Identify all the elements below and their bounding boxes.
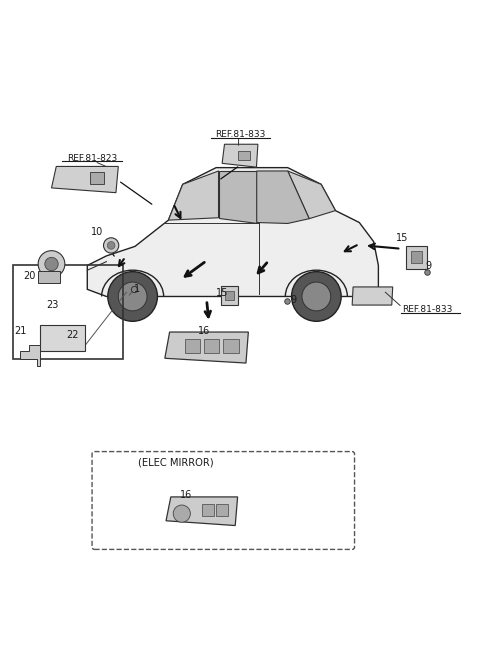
Circle shape bbox=[118, 282, 147, 311]
Text: 9: 9 bbox=[425, 261, 432, 271]
Circle shape bbox=[291, 272, 341, 322]
Polygon shape bbox=[166, 497, 238, 525]
Circle shape bbox=[38, 251, 65, 277]
Polygon shape bbox=[257, 171, 309, 223]
Bar bbox=[223, 339, 239, 353]
Bar bbox=[411, 251, 422, 263]
Text: REF.81-823: REF.81-823 bbox=[67, 153, 117, 162]
Polygon shape bbox=[38, 271, 60, 283]
Bar bbox=[225, 291, 234, 300]
Circle shape bbox=[108, 242, 115, 250]
Polygon shape bbox=[51, 166, 118, 193]
Polygon shape bbox=[87, 168, 378, 297]
Polygon shape bbox=[218, 171, 257, 223]
Bar bbox=[90, 172, 104, 184]
Bar bbox=[13, 265, 123, 358]
Bar bbox=[238, 151, 250, 160]
Text: 15: 15 bbox=[396, 233, 408, 243]
Polygon shape bbox=[288, 171, 336, 219]
Text: 1: 1 bbox=[134, 284, 141, 294]
Bar bbox=[204, 339, 219, 353]
Text: 16: 16 bbox=[180, 489, 192, 500]
Text: REF.81-833: REF.81-833 bbox=[402, 305, 453, 314]
Text: 20: 20 bbox=[23, 271, 35, 281]
Text: (ELEC MIRROR): (ELEC MIRROR) bbox=[138, 457, 214, 467]
Text: 10: 10 bbox=[91, 227, 103, 237]
Bar bbox=[202, 504, 214, 516]
Text: 23: 23 bbox=[47, 299, 59, 310]
Polygon shape bbox=[222, 144, 258, 167]
Bar bbox=[185, 339, 200, 353]
Circle shape bbox=[108, 272, 157, 322]
Circle shape bbox=[45, 257, 58, 271]
Text: REF.81-833: REF.81-833 bbox=[215, 130, 265, 139]
Bar bbox=[221, 286, 238, 305]
Bar bbox=[39, 325, 85, 351]
Text: 15: 15 bbox=[216, 288, 228, 298]
Circle shape bbox=[302, 282, 331, 311]
Polygon shape bbox=[165, 332, 248, 363]
Polygon shape bbox=[168, 171, 218, 220]
Circle shape bbox=[173, 505, 191, 522]
Polygon shape bbox=[20, 345, 39, 365]
Bar bbox=[406, 246, 427, 269]
Circle shape bbox=[104, 238, 119, 253]
Polygon shape bbox=[352, 287, 393, 305]
Text: 9: 9 bbox=[290, 295, 297, 305]
Text: 21: 21 bbox=[14, 326, 27, 336]
Bar bbox=[216, 504, 228, 516]
Text: 22: 22 bbox=[66, 330, 78, 340]
Text: 16: 16 bbox=[198, 326, 210, 336]
